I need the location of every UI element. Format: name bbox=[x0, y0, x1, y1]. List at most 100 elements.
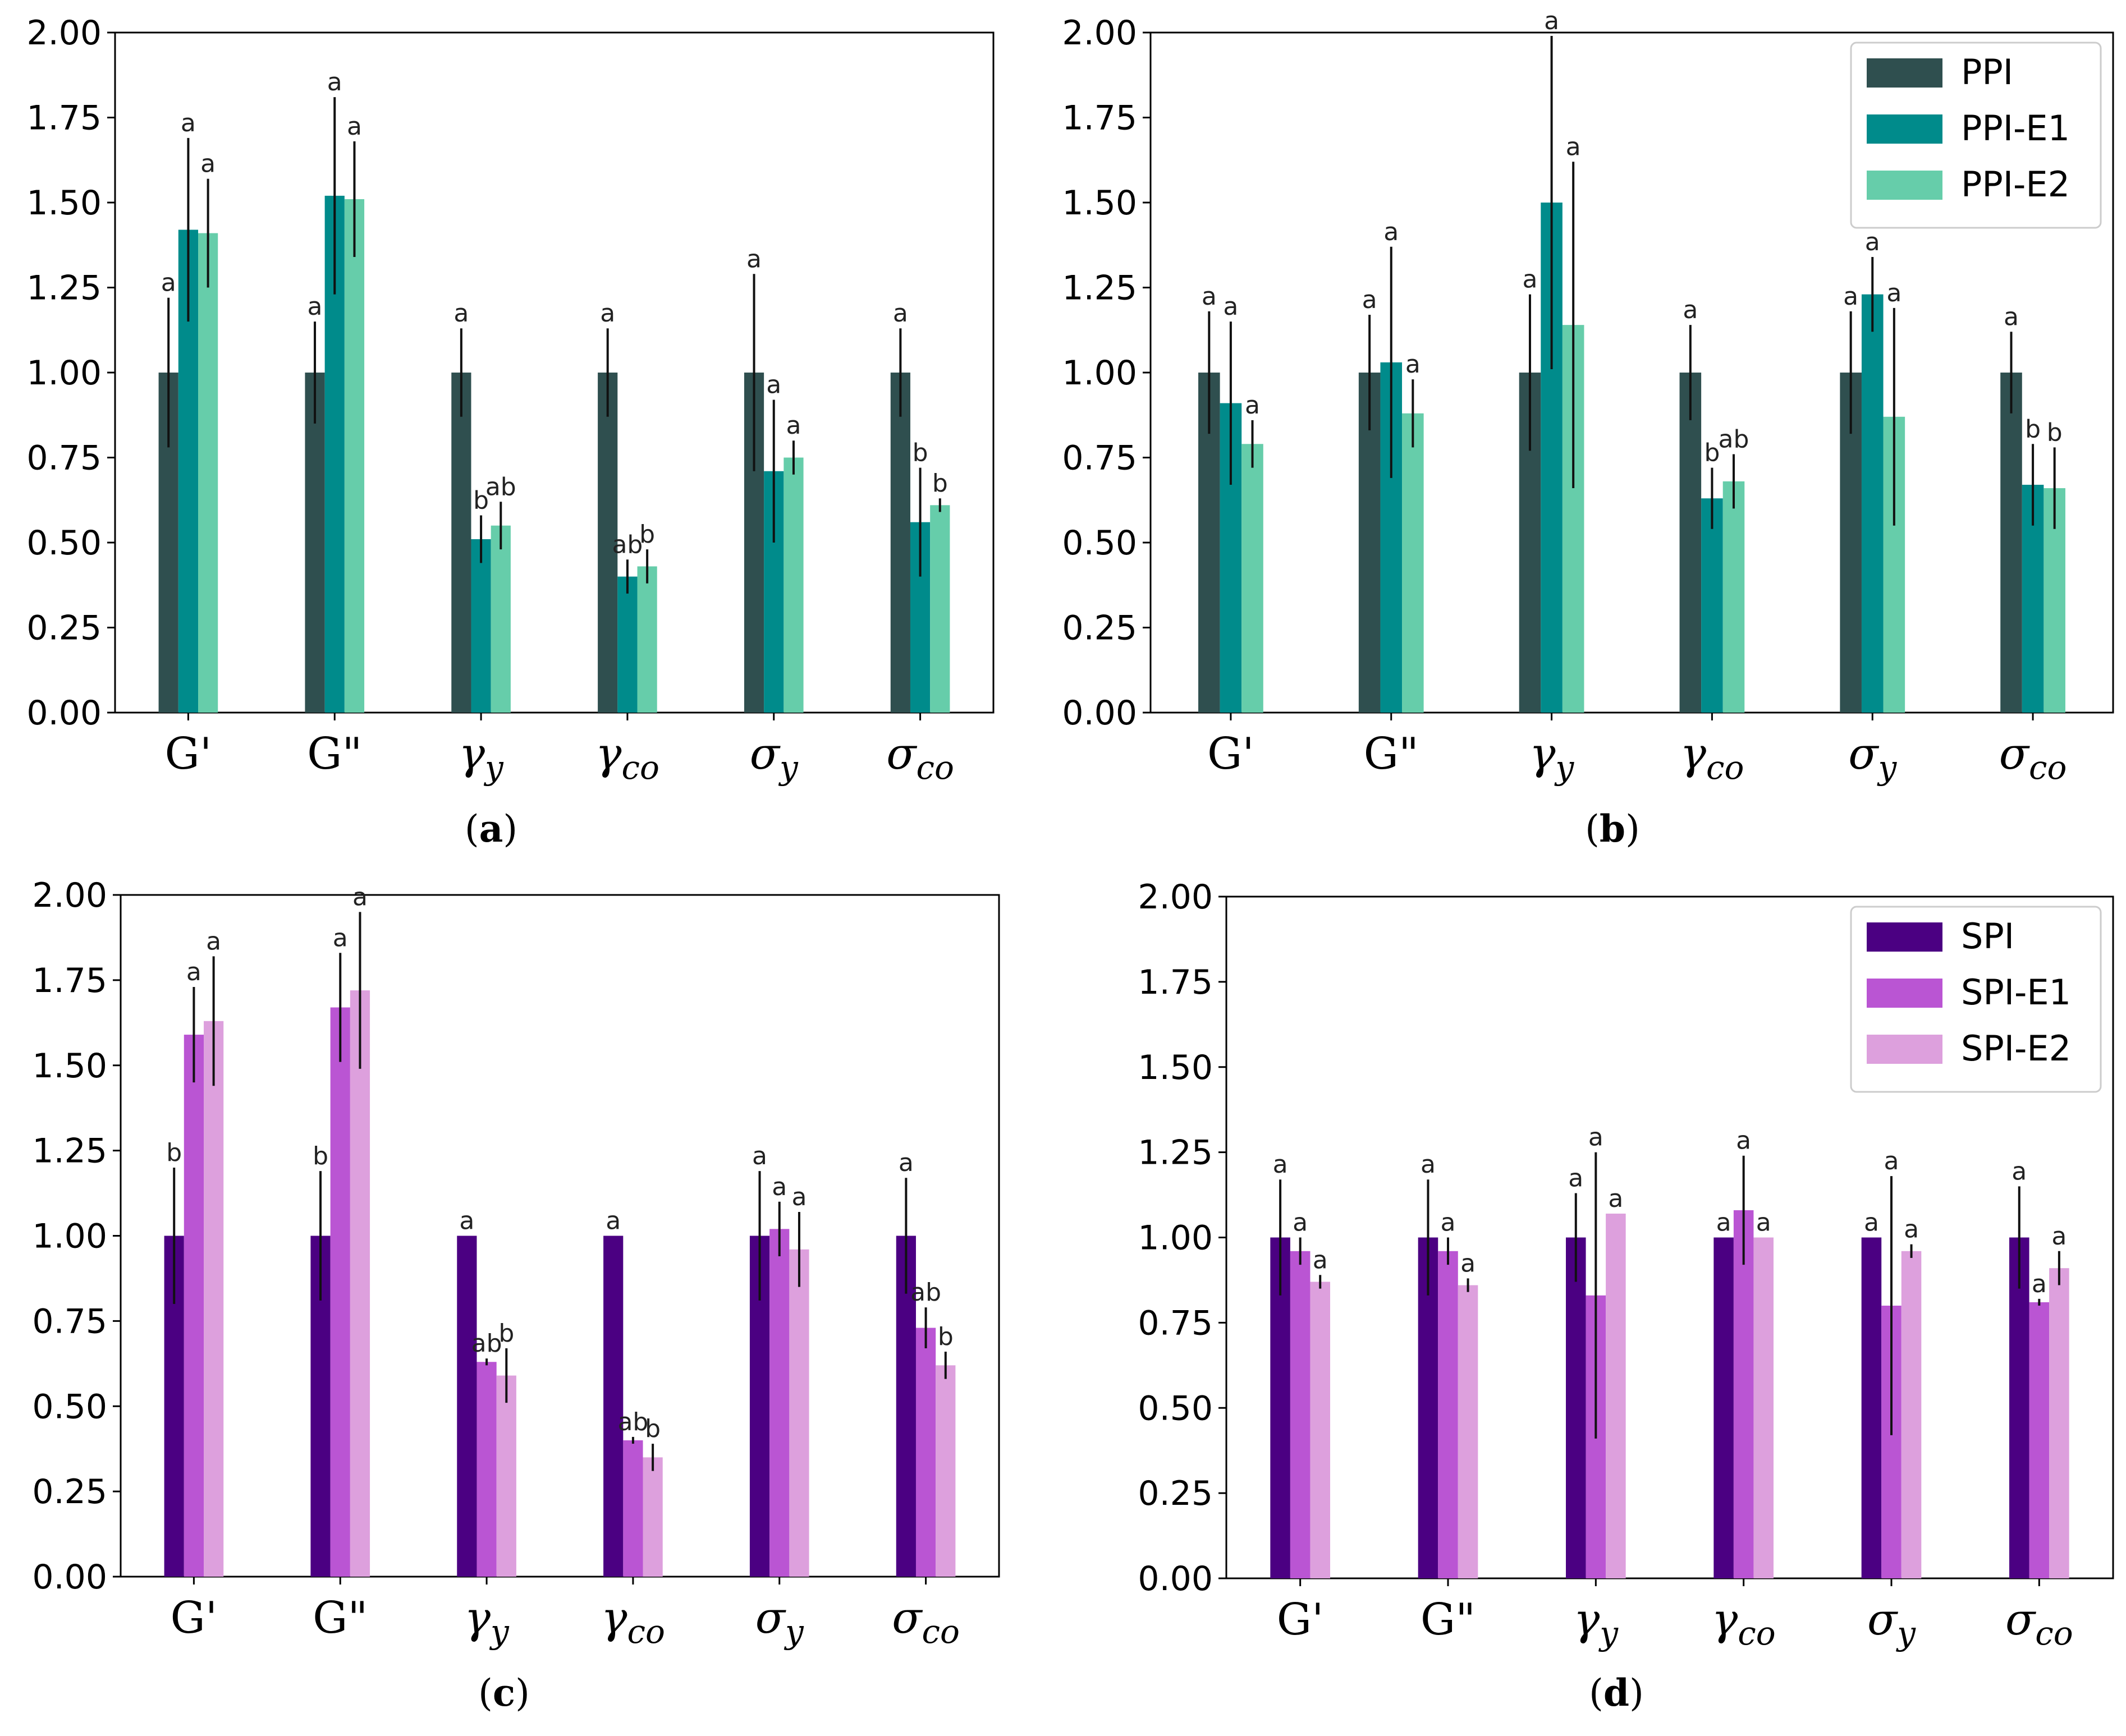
bar bbox=[890, 373, 910, 713]
legend-swatch bbox=[1867, 922, 1942, 952]
bar bbox=[1861, 294, 1884, 713]
category-label: G" bbox=[1421, 1595, 1476, 1645]
significance-label: ab bbox=[471, 1329, 502, 1358]
category-label: G' bbox=[165, 729, 212, 779]
category-label: σco bbox=[1999, 729, 2067, 787]
legend-label: PPI-E1 bbox=[1961, 108, 2070, 149]
y-tick-label: 1.00 bbox=[1138, 1219, 1213, 1258]
significance-label: a bbox=[1608, 1184, 1623, 1213]
significance-label: a bbox=[899, 1149, 914, 1177]
panel-d: 0.000.250.500.751.001.251.501.752.00G'aa… bbox=[1138, 878, 2114, 1715]
significance-label: a bbox=[347, 112, 362, 141]
bar bbox=[769, 1229, 790, 1577]
category-label: γco bbox=[601, 1593, 665, 1651]
significance-label: a bbox=[2012, 1157, 2027, 1186]
significance-label: ab bbox=[910, 1278, 941, 1307]
y-tick-label: 1.75 bbox=[1062, 99, 1137, 138]
significance-label: b bbox=[932, 469, 948, 498]
bar bbox=[789, 1249, 809, 1577]
category-label: σy bbox=[755, 1593, 804, 1651]
significance-label: b bbox=[2047, 418, 2063, 447]
category-label: γco bbox=[1712, 1595, 1776, 1652]
category-label: G" bbox=[1364, 729, 1419, 779]
bar bbox=[1241, 444, 1263, 713]
significance-label: a bbox=[1886, 279, 1902, 307]
category-label: G' bbox=[1207, 729, 1254, 779]
significance-label: a bbox=[1716, 1209, 1731, 1237]
bar bbox=[643, 1457, 663, 1577]
bar bbox=[476, 1362, 497, 1577]
significance-label: a bbox=[1273, 1150, 1288, 1179]
y-tick-label: 2.00 bbox=[32, 876, 107, 915]
significance-label: a bbox=[1362, 286, 1377, 314]
significance-label: ab bbox=[612, 530, 643, 559]
category-label: σco bbox=[886, 729, 954, 787]
bar bbox=[451, 373, 471, 713]
bar bbox=[184, 1035, 204, 1577]
bar bbox=[930, 505, 950, 713]
significance-label: a bbox=[1223, 292, 1238, 321]
category-label: γy bbox=[1574, 1595, 1619, 1652]
bar bbox=[598, 373, 618, 713]
bar bbox=[1290, 1251, 1311, 1578]
significance-label: a bbox=[1864, 1209, 1879, 1237]
significance-label: ab bbox=[617, 1408, 648, 1436]
y-tick-label: 0.50 bbox=[32, 1387, 107, 1426]
significance-label: a bbox=[2004, 302, 2019, 331]
bar bbox=[344, 199, 365, 713]
significance-label: a bbox=[786, 411, 801, 440]
bar bbox=[1722, 481, 1745, 713]
bar bbox=[603, 1236, 624, 1577]
significance-label: ab bbox=[485, 472, 516, 501]
significance-label: b bbox=[639, 520, 655, 549]
y-tick-label: 1.75 bbox=[1138, 963, 1213, 1002]
y-tick-label: 1.75 bbox=[26, 99, 102, 138]
significance-label: a bbox=[1421, 1150, 1436, 1179]
significance-label: a bbox=[333, 924, 348, 952]
y-tick-label: 0.00 bbox=[1138, 1559, 1213, 1599]
bar bbox=[198, 233, 218, 713]
bar bbox=[783, 457, 804, 713]
legend-label: SPI-E1 bbox=[1961, 972, 2071, 1013]
significance-label: a bbox=[600, 299, 615, 328]
category-label: G" bbox=[307, 729, 362, 779]
significance-label: b bbox=[2025, 415, 2041, 443]
category-label: σy bbox=[750, 729, 799, 787]
plot-frame bbox=[114, 31, 995, 714]
y-tick-label: 0.25 bbox=[1062, 609, 1137, 648]
significance-label: b bbox=[166, 1138, 182, 1167]
y-tick-label: 0.50 bbox=[26, 523, 102, 563]
y-tick-label: 0.75 bbox=[1062, 439, 1137, 478]
y-tick-label: 0.25 bbox=[26, 609, 102, 648]
bar bbox=[1402, 413, 1424, 713]
significance-label: ab bbox=[1719, 425, 1749, 453]
significance-label: a bbox=[1865, 228, 1880, 256]
y-tick-label: 1.50 bbox=[26, 183, 102, 223]
significance-label: a bbox=[1683, 296, 1698, 324]
y-tick-label: 1.00 bbox=[26, 353, 102, 393]
significance-label: a bbox=[352, 883, 368, 911]
y-tick-label: 0.75 bbox=[26, 439, 102, 478]
bar bbox=[1606, 1213, 1626, 1578]
bar bbox=[623, 1440, 643, 1577]
bar bbox=[2000, 373, 2022, 713]
legend-swatch bbox=[1867, 58, 1942, 88]
significance-label: a bbox=[772, 1173, 787, 1201]
legend-swatch bbox=[1867, 1035, 1942, 1064]
significance-label: a bbox=[206, 927, 221, 956]
legend-label: PPI bbox=[1961, 52, 2013, 93]
category-label: σco bbox=[2005, 1595, 2073, 1652]
y-tick-label: 0.50 bbox=[1062, 523, 1137, 563]
significance-label: a bbox=[1843, 282, 1858, 311]
legend-label: SPI bbox=[1961, 916, 2014, 957]
significance-label: a bbox=[200, 150, 216, 178]
bar bbox=[330, 1007, 350, 1577]
bar bbox=[491, 525, 511, 713]
panel-c: 0.000.250.500.751.001.251.501.752.00G'ba… bbox=[32, 876, 1000, 1715]
panel-caption: (c) bbox=[478, 1671, 530, 1715]
y-tick-label: 0.00 bbox=[32, 1558, 107, 1597]
significance-label: a bbox=[746, 245, 762, 273]
panel-a: 0.000.250.500.751.001.251.501.752.00G'aa… bbox=[26, 13, 995, 851]
significance-label: a bbox=[893, 299, 908, 328]
y-tick-label: 0.00 bbox=[1062, 694, 1137, 733]
